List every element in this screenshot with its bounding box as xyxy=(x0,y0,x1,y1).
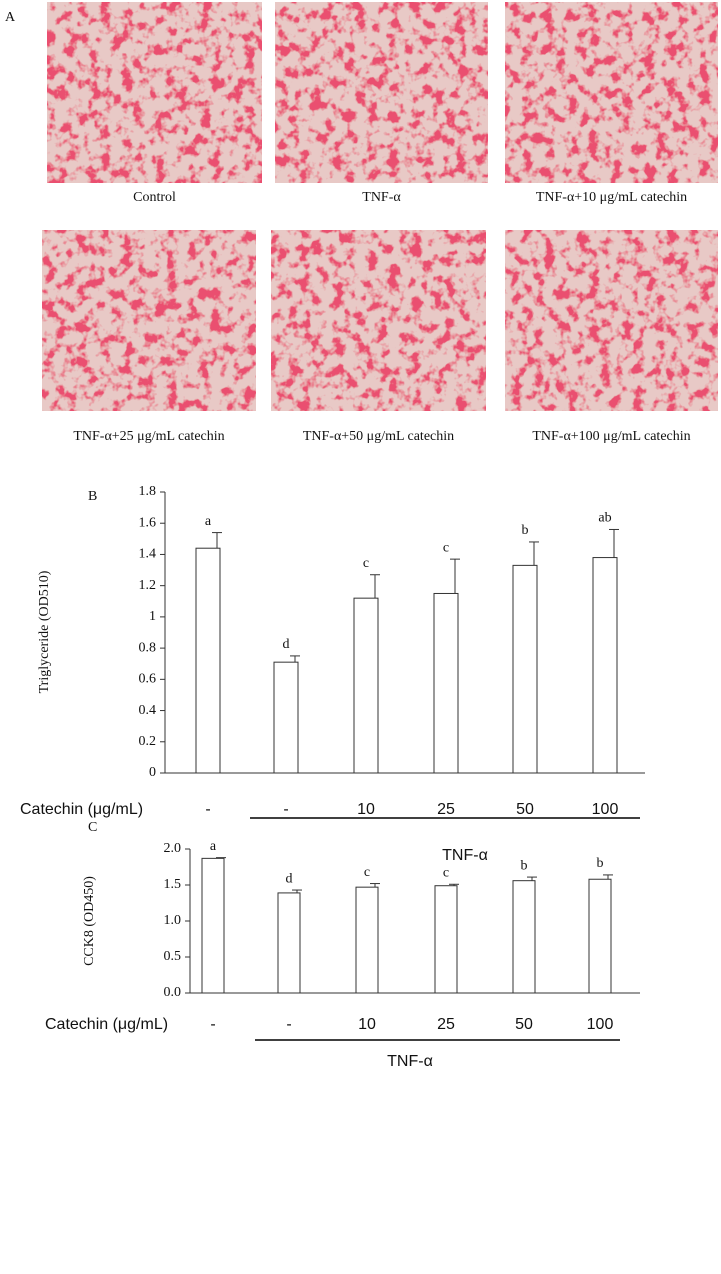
micrograph xyxy=(275,2,488,183)
image-caption: TNF-α+100 μg/mL catechin xyxy=(532,429,690,444)
x-tick-label: 100 xyxy=(587,1016,614,1033)
image-caption: TNF-α+50 μg/mL catechin xyxy=(303,429,454,444)
x-tick-label: 50 xyxy=(515,1016,533,1033)
micrograph xyxy=(42,230,256,411)
significance-letter: b xyxy=(597,856,604,871)
significance-letter: b xyxy=(521,858,528,873)
x-tick-label: - xyxy=(210,1016,215,1033)
significance-letter: c xyxy=(443,865,449,880)
image-caption: Control xyxy=(133,190,176,205)
bar xyxy=(434,885,458,994)
image-caption: TNF-α xyxy=(362,190,401,205)
y-tick-label: 2.0 xyxy=(164,841,182,856)
y-tick-label: 1.4 xyxy=(139,547,157,562)
x-tick-label: 50 xyxy=(516,801,534,818)
y-tick-label: 1.5 xyxy=(164,877,182,892)
x-tick-label: - xyxy=(205,801,210,818)
x-axis-label: Catechin (μg/mL) xyxy=(45,1016,168,1033)
significance-letter: ab xyxy=(598,511,611,526)
y-tick-label: 0.0 xyxy=(164,985,182,1000)
bar xyxy=(588,878,612,994)
group-label: TNF-α xyxy=(387,1053,433,1070)
y-tick-label: 1.2 xyxy=(139,578,157,593)
bar xyxy=(512,880,536,994)
bar xyxy=(273,661,299,774)
significance-letter: c xyxy=(363,556,369,571)
image-caption: TNF-α+10 μg/mL catechin xyxy=(536,190,687,205)
bar xyxy=(277,892,301,994)
bar xyxy=(353,597,379,774)
bar xyxy=(355,886,379,994)
significance-letter: d xyxy=(286,871,293,886)
y-tick-label: 1.6 xyxy=(139,515,157,530)
panel-label: C xyxy=(88,820,97,835)
micrograph xyxy=(505,230,718,411)
bar xyxy=(592,557,618,774)
bar xyxy=(195,547,221,774)
y-axis-label: CCK8 (OD450) xyxy=(82,876,97,966)
significance-letter: a xyxy=(210,839,217,854)
y-tick-label: 0.8 xyxy=(139,640,157,655)
panel-label: B xyxy=(88,489,97,504)
y-tick-label: 1 xyxy=(149,609,156,624)
x-tick-label: 10 xyxy=(358,1016,376,1033)
bar xyxy=(433,592,459,774)
y-tick-label: 0.2 xyxy=(139,734,157,749)
x-tick-label: 25 xyxy=(437,801,455,818)
panel-label: A xyxy=(5,10,16,25)
y-tick-label: 0 xyxy=(149,765,156,780)
x-tick-label: 10 xyxy=(357,801,375,818)
group-label: TNF-α xyxy=(442,847,488,864)
significance-letter: a xyxy=(205,514,212,529)
x-tick-label: - xyxy=(286,1016,291,1033)
significance-letter: c xyxy=(443,540,449,555)
significance-letter: b xyxy=(522,523,529,538)
x-axis-label: Catechin (μg/mL) xyxy=(20,801,143,818)
y-tick-label: 0.5 xyxy=(164,949,182,964)
micrograph xyxy=(505,2,718,183)
significance-letter: d xyxy=(283,637,290,652)
significance-letter: c xyxy=(364,865,370,880)
bar xyxy=(201,857,225,994)
y-tick-label: 0.4 xyxy=(139,703,157,718)
micrograph xyxy=(47,2,262,183)
x-tick-label: - xyxy=(283,801,288,818)
micrograph xyxy=(271,230,486,411)
panel-a: A xyxy=(5,10,16,25)
y-tick-label: 1.0 xyxy=(164,913,182,928)
y-tick-label: 0.6 xyxy=(139,672,157,687)
x-tick-label: 100 xyxy=(592,801,619,818)
y-tick-label: 1.8 xyxy=(139,484,157,499)
image-caption: TNF-α+25 μg/mL catechin xyxy=(73,429,224,444)
x-tick-label: 25 xyxy=(437,1016,455,1033)
bar xyxy=(512,564,538,774)
y-axis-label: Triglyceride (OD510) xyxy=(37,570,52,693)
